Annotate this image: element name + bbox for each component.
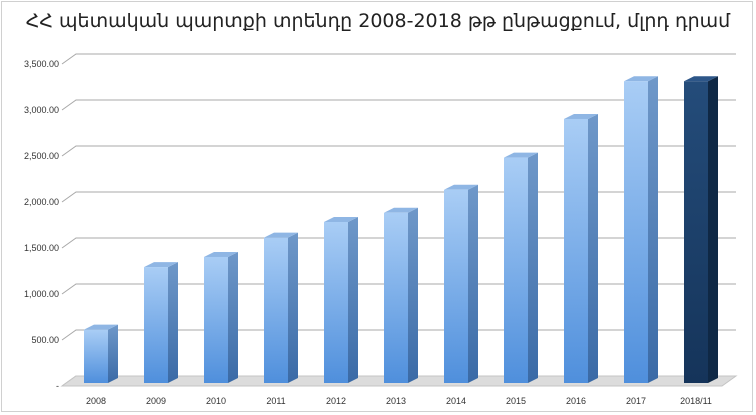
- y-tick-label: 3,000.00: [24, 105, 59, 115]
- x-tick-label: 2008: [86, 396, 106, 406]
- bar-top: [504, 152, 538, 158]
- bar-side: [528, 152, 538, 383]
- bar-side: [108, 324, 118, 383]
- bar-front: [144, 267, 168, 383]
- gridline: [61, 99, 736, 111]
- bar-top: [384, 207, 418, 213]
- bar-top: [684, 76, 718, 82]
- bar-front: [624, 81, 648, 384]
- gridline: [61, 53, 736, 65]
- x-axis-tick-labels: 2008 2009 2010 2011 2012 2013 2014 2015 2016 2017…: [86, 396, 712, 406]
- bar-front: [384, 212, 408, 383]
- x-tick-label: 2015: [506, 396, 526, 406]
- x-tick-label: 2010: [206, 396, 226, 406]
- bar-side: [588, 113, 598, 384]
- y-tick-label: 1,000.00: [24, 289, 59, 299]
- y-tick-label: 3,500.00: [24, 59, 59, 69]
- bar-top: [324, 217, 358, 222]
- bar-2008: [84, 324, 118, 383]
- bar-2018-11: [684, 76, 718, 384]
- bar-front: [684, 81, 708, 384]
- bar-front: [264, 237, 288, 383]
- bar-top: [564, 113, 598, 119]
- y-tick-label: 2,000.00: [24, 197, 59, 207]
- bar-front: [444, 189, 468, 383]
- y-axis-tick-labels: - 500.00 1,000.00 1,500.00 2,000.00 2,500.00 3…: [24, 59, 59, 391]
- x-tick-label: 2013: [386, 396, 406, 406]
- bar-top: [444, 184, 478, 190]
- bar-2017: [624, 76, 658, 384]
- bar-2015: [504, 152, 538, 383]
- bar-top: [204, 251, 238, 257]
- bar-front: [504, 157, 528, 383]
- bar-side: [648, 76, 658, 384]
- gridline: [61, 145, 736, 157]
- bar-side: [348, 217, 358, 383]
- bar-front: [324, 222, 348, 383]
- bar-front: [204, 256, 228, 383]
- y-tick-label: -: [56, 381, 59, 391]
- bar-top: [84, 324, 118, 330]
- bar-front: [564, 118, 588, 384]
- bar-side: [168, 262, 178, 383]
- x-tick-label: 2011: [266, 396, 285, 406]
- bar-top: [264, 232, 298, 238]
- bar-2012: [324, 217, 358, 383]
- bar-2010: [204, 251, 238, 383]
- bar-2009: [144, 262, 178, 383]
- bar-2013: [384, 207, 418, 383]
- bar-top: [624, 76, 658, 82]
- x-tick-label: 2018/11: [680, 396, 712, 406]
- bar-front: [84, 329, 108, 383]
- bar-side: [468, 184, 478, 383]
- bar-side: [288, 232, 298, 383]
- x-tick-label: 2016: [566, 396, 586, 406]
- chart-title: ՀՀ պետական պարտքի տրենդը 2008-2018 թթ ըն…: [25, 10, 731, 32]
- bar-2016: [564, 113, 598, 384]
- y-tick-label: 1,500.00: [24, 243, 59, 253]
- bar-side: [408, 207, 418, 383]
- bar-side: [228, 251, 238, 383]
- bar-top: [144, 262, 178, 268]
- bar-2014: [444, 184, 478, 383]
- bar-2011: [264, 232, 298, 383]
- x-tick-label: 2012: [326, 396, 346, 406]
- bars-layer: [84, 76, 718, 384]
- y-tick-label: 2,500.00: [24, 151, 59, 161]
- x-tick-label: 2017: [626, 396, 646, 406]
- x-tick-label: 2009: [146, 396, 166, 406]
- x-tick-label: 2014: [446, 396, 466, 406]
- y-tick-label: 500.00: [31, 335, 59, 345]
- bar-side: [708, 76, 718, 384]
